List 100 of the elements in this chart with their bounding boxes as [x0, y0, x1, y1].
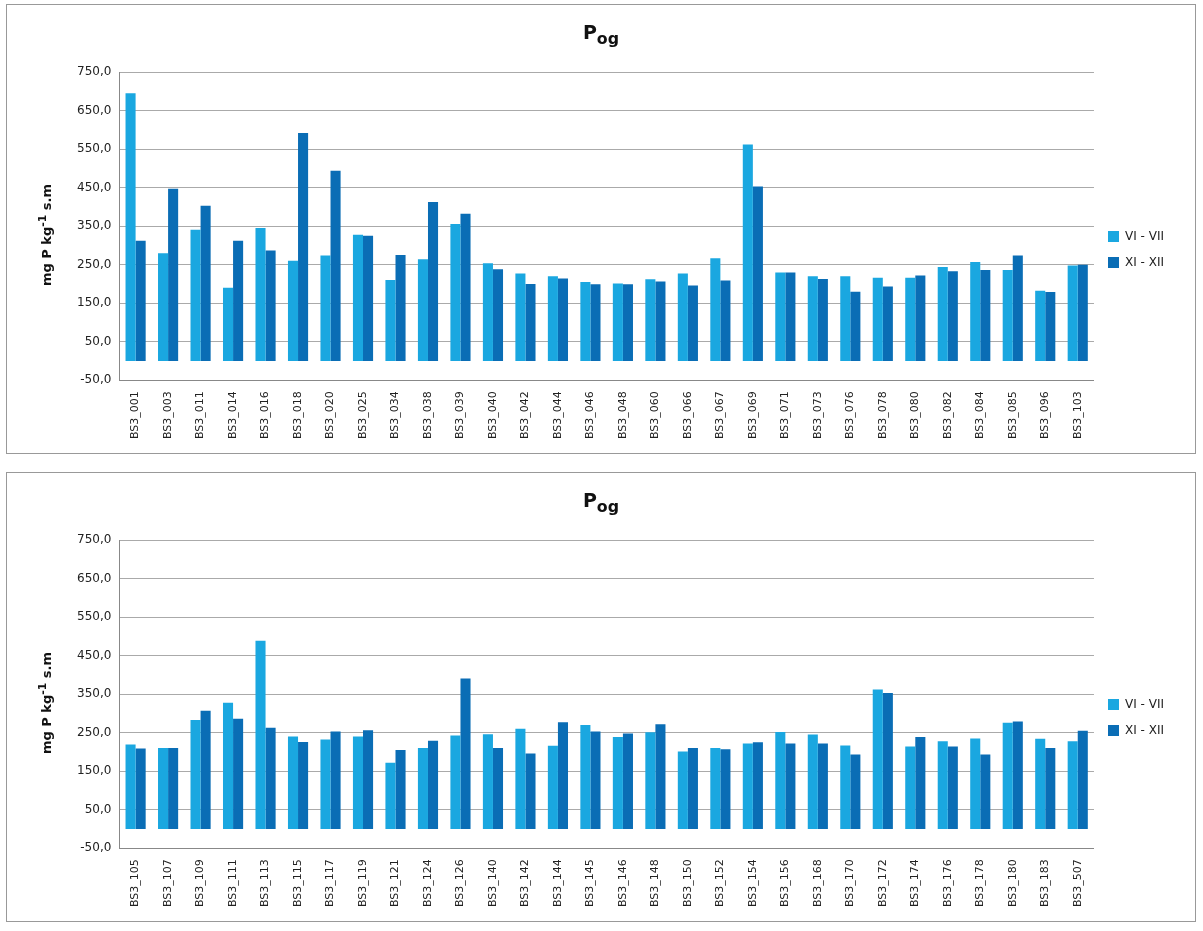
bar — [385, 762, 396, 829]
bar — [427, 740, 439, 829]
y-tick-label: 150,0 — [76, 295, 112, 310]
bar — [775, 272, 786, 361]
bar — [482, 263, 493, 361]
y-tick-label: 550,0 — [76, 609, 112, 624]
bar — [742, 144, 753, 361]
bar — [882, 286, 893, 361]
bar — [785, 272, 796, 361]
y-tick-label: 50,0 — [84, 801, 112, 816]
bar — [460, 213, 471, 361]
bar — [168, 188, 179, 361]
bar — [1077, 264, 1088, 361]
bar — [1067, 741, 1078, 829]
bar — [710, 258, 721, 361]
x-tick-label: BS3_001 — [128, 391, 142, 440]
bar — [158, 253, 169, 361]
y-tick-label: 650,0 — [76, 102, 112, 117]
bar — [720, 280, 731, 361]
bar — [970, 738, 981, 829]
x-tick-label: BS3_103 — [1070, 391, 1084, 440]
x-tick-label: BS3_119 — [355, 859, 369, 908]
bar — [915, 736, 926, 829]
bar — [222, 702, 234, 829]
bar — [515, 273, 526, 361]
y-tick-label: 750,0 — [76, 532, 112, 547]
bar — [655, 281, 666, 361]
bar — [807, 734, 818, 829]
x-tick-label: BS3_148 — [648, 859, 662, 908]
y-tick-label: -50,0 — [80, 372, 112, 387]
bar — [947, 746, 958, 829]
x-tick-label: BS3_140 — [485, 859, 499, 908]
bar — [710, 748, 721, 829]
bar — [580, 724, 591, 829]
bar — [677, 273, 688, 361]
x-tick-label: BS3_107 — [160, 859, 174, 908]
bar — [233, 240, 244, 361]
bar — [882, 693, 893, 829]
bar — [937, 741, 948, 829]
y-tick-label: 350,0 — [76, 218, 112, 233]
bar — [222, 287, 234, 361]
bar — [255, 640, 266, 829]
x-tick-label: BS3_060 — [648, 391, 662, 440]
bar — [265, 250, 276, 361]
x-tick-label: BS3_069 — [745, 391, 759, 440]
x-tick-label: BS3_016 — [258, 391, 272, 440]
x-tick-label: BS3_183 — [1038, 859, 1052, 908]
bar — [840, 745, 851, 829]
bar — [330, 731, 341, 829]
x-tick-label: BS3_115 — [290, 859, 304, 908]
x-tick-label: BS3_034 — [388, 391, 402, 440]
x-tick-label: BS3_020 — [323, 391, 337, 440]
x-tick-label: BS3_096 — [1038, 391, 1052, 440]
bar — [622, 733, 633, 829]
bar — [645, 279, 656, 361]
bar — [817, 743, 828, 829]
y-tick-label: 450,0 — [76, 179, 112, 194]
y-tick-label: 350,0 — [76, 686, 112, 701]
x-tick-label: BS3_014 — [225, 391, 239, 440]
y-tick-label: 750,0 — [76, 64, 112, 79]
bar — [752, 742, 763, 829]
bar — [525, 753, 536, 829]
bar — [200, 205, 211, 361]
bar — [775, 731, 786, 829]
chart-title: P$_{og}$ — [581, 21, 621, 48]
bar — [905, 746, 916, 829]
x-tick-label: BS3_142 — [518, 859, 532, 908]
bar — [255, 228, 266, 361]
x-tick-label: BS3_080 — [908, 391, 922, 440]
x-tick-label: BS3_046 — [583, 391, 597, 440]
x-tick-label: BS3_180 — [1005, 859, 1019, 908]
x-tick-label: BS3_145 — [583, 859, 597, 908]
x-tick-label: BS3_067 — [713, 391, 727, 440]
bar — [135, 240, 146, 361]
y-tick-label: 150,0 — [76, 763, 112, 778]
bar — [590, 284, 601, 361]
bar — [817, 278, 828, 361]
x-tick-label: BS3_038 — [420, 391, 434, 440]
bar — [287, 736, 299, 829]
bar — [720, 749, 731, 829]
x-tick-label: BS3_003 — [160, 391, 174, 440]
x-tick-label: BS3_121 — [388, 859, 402, 908]
x-tick-label: BS3_078 — [875, 391, 889, 440]
bar — [752, 186, 763, 361]
bar — [590, 731, 601, 829]
bar — [580, 282, 591, 361]
bar — [645, 732, 656, 829]
legend-label: XI - XII — [1124, 254, 1165, 269]
y-tick-label: 250,0 — [76, 256, 112, 271]
x-tick-label: BS3_040 — [485, 391, 499, 440]
bar — [287, 260, 299, 361]
bar — [298, 133, 309, 361]
bar — [742, 743, 753, 829]
bar — [233, 718, 244, 829]
y-tick-label: 250,0 — [76, 724, 112, 739]
bar — [190, 229, 201, 361]
bar — [1035, 738, 1046, 829]
bar — [158, 748, 169, 829]
bar — [190, 719, 201, 829]
x-tick-label: BS3_011 — [193, 391, 207, 440]
